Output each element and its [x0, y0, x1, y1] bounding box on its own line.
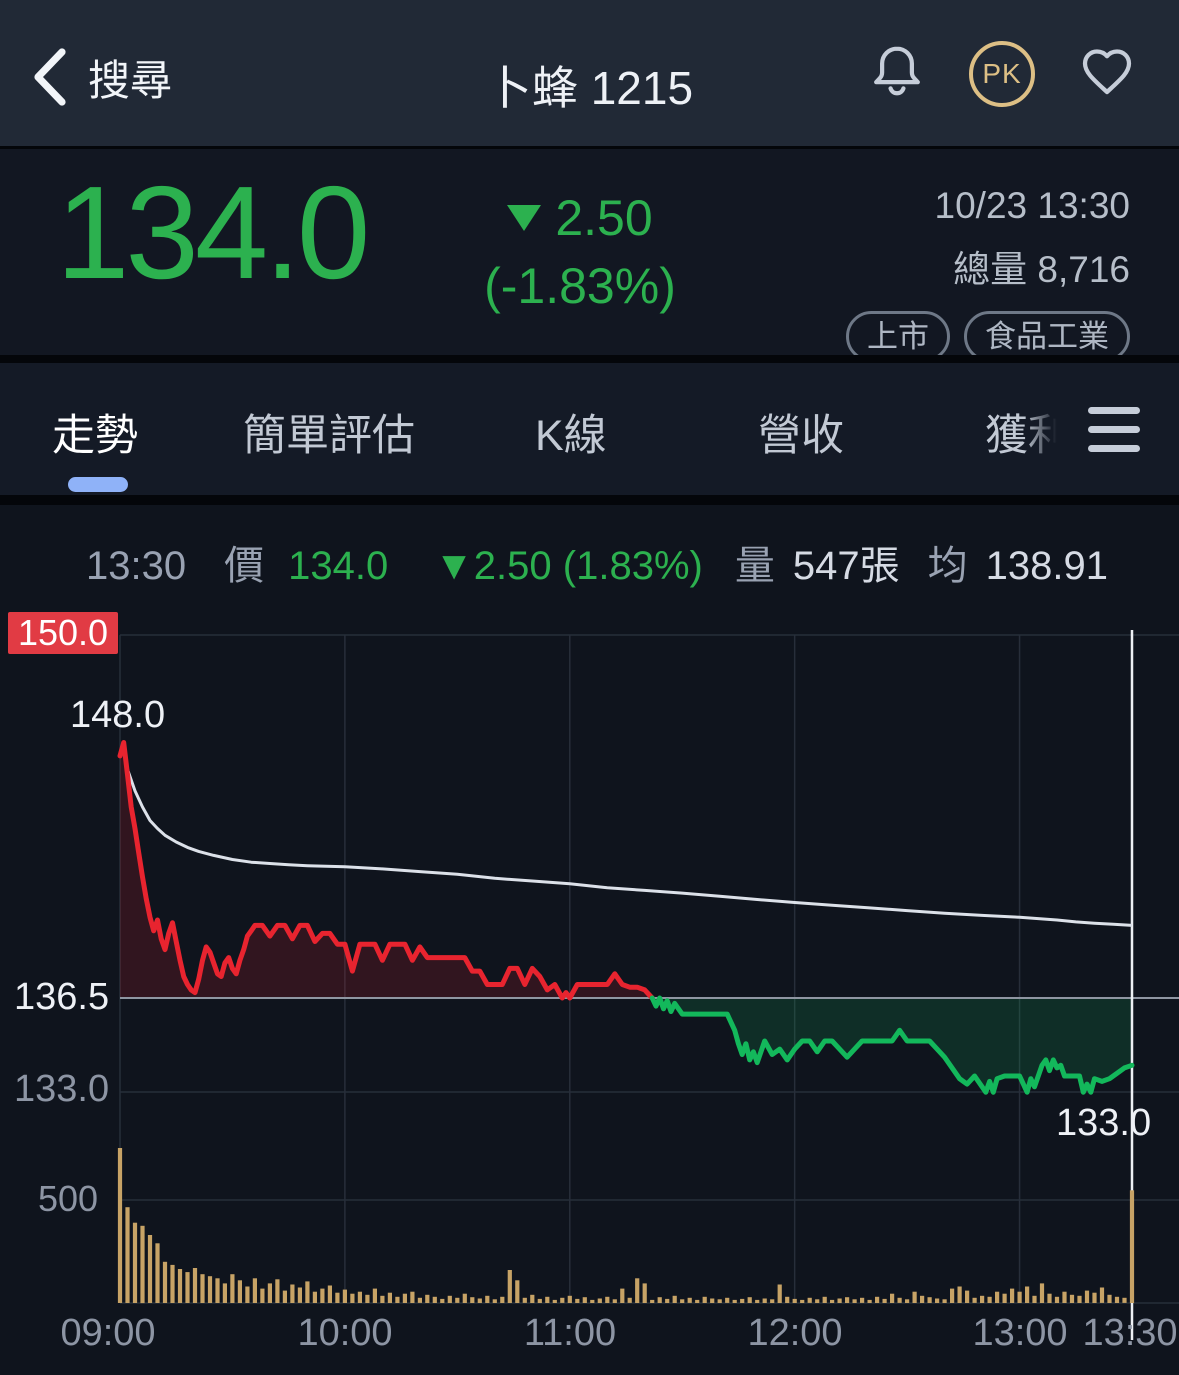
day-high-label: 148.0 — [70, 694, 166, 736]
prev-close-label: 136.5 — [14, 976, 110, 1018]
total-volume-label: 總量 — [953, 249, 1028, 290]
total-volume-value: 8,716 — [1037, 249, 1130, 290]
chart-canvas[interactable] — [0, 600, 1179, 1375]
top-nav-bar: 搜尋 卜蜂 1215 PK — [0, 0, 1179, 149]
last-price: 134.0 — [56, 159, 370, 306]
quote-datetime: 10/23 13:30 — [934, 185, 1130, 226]
price-grid-label: 133.0 — [14, 1068, 110, 1110]
total-volume-line: 總量 8,716 — [846, 239, 1130, 293]
tick-price: 134.0 — [288, 544, 389, 588]
x-axis-label-1200: 12:00 — [747, 1312, 843, 1354]
change-value: 2.50 — [555, 190, 653, 246]
x-axis-label-1300: 13:00 — [972, 1312, 1068, 1354]
back-button[interactable]: 搜尋 — [30, 46, 172, 108]
tick-quote-strip: 13:30 價 134.0 ▼2.50 (1.83%) 量 547張 均 138… — [0, 505, 1179, 600]
tick-time: 13:30 — [86, 544, 187, 588]
active-tab-indicator — [68, 477, 128, 492]
tab-profit[interactable]: 獲利 — [985, 412, 1063, 460]
price-summary-section: 134.0 2.50 (-1.83%) 10/23 13:30 總量 8,716… — [0, 149, 1179, 363]
bell-icon[interactable] — [867, 40, 927, 107]
tab-quick-evaluation[interactable]: 簡單評估 — [243, 412, 415, 460]
tab-trend[interactable]: 走勢 — [52, 412, 138, 460]
page-title: 卜蜂 1215 — [485, 62, 694, 114]
intraday-chart[interactable]: 150.0 148.0 136.5 133.0 500 133.0 09:00 … — [0, 600, 1179, 1375]
change-percent: (-1.83%) — [484, 258, 676, 314]
down-triangle-icon — [507, 205, 542, 231]
tab-bar: 走勢 簡單評估 K線 營收 獲利 — [0, 355, 1179, 505]
x-axis-label-1000: 10:00 — [297, 1312, 393, 1354]
limit-up-price-badge: 150.0 — [8, 612, 118, 654]
x-axis-label-1100: 11:00 — [523, 1312, 617, 1354]
tick-volume-label: 量 — [734, 544, 775, 588]
tab-revenue[interactable]: 營收 — [758, 412, 844, 460]
x-axis-label-1330: 13:30 — [1082, 1312, 1178, 1354]
tick-avg-label: 均 — [927, 544, 968, 588]
tick-avg: 138.91 — [985, 544, 1108, 588]
quote-meta: 10/23 13:30 總量 8,716 上市 食品工業 — [846, 185, 1130, 363]
x-axis-label-0900: 09:00 — [60, 1312, 156, 1354]
volume-grid-label: 500 — [38, 1178, 99, 1219]
tab-kline[interactable]: K線 — [535, 412, 607, 460]
tick-price-label: 價 — [224, 544, 265, 588]
tick-volume: 547張 — [792, 544, 900, 588]
back-chevron-icon — [30, 46, 70, 108]
nav-icons: PK — [867, 40, 1137, 107]
pk-battle-icon[interactable]: PK — [969, 40, 1035, 107]
back-label: 搜尋 — [88, 56, 173, 104]
tab-menu-icon[interactable] — [1088, 407, 1140, 452]
favorite-heart-icon[interactable] — [1077, 41, 1137, 106]
price-change-block: 2.50 (-1.83%) — [455, 189, 705, 315]
tick-change: ▼2.50 (1.83%) — [434, 544, 703, 588]
day-low-label: 133.0 — [1056, 1102, 1152, 1144]
